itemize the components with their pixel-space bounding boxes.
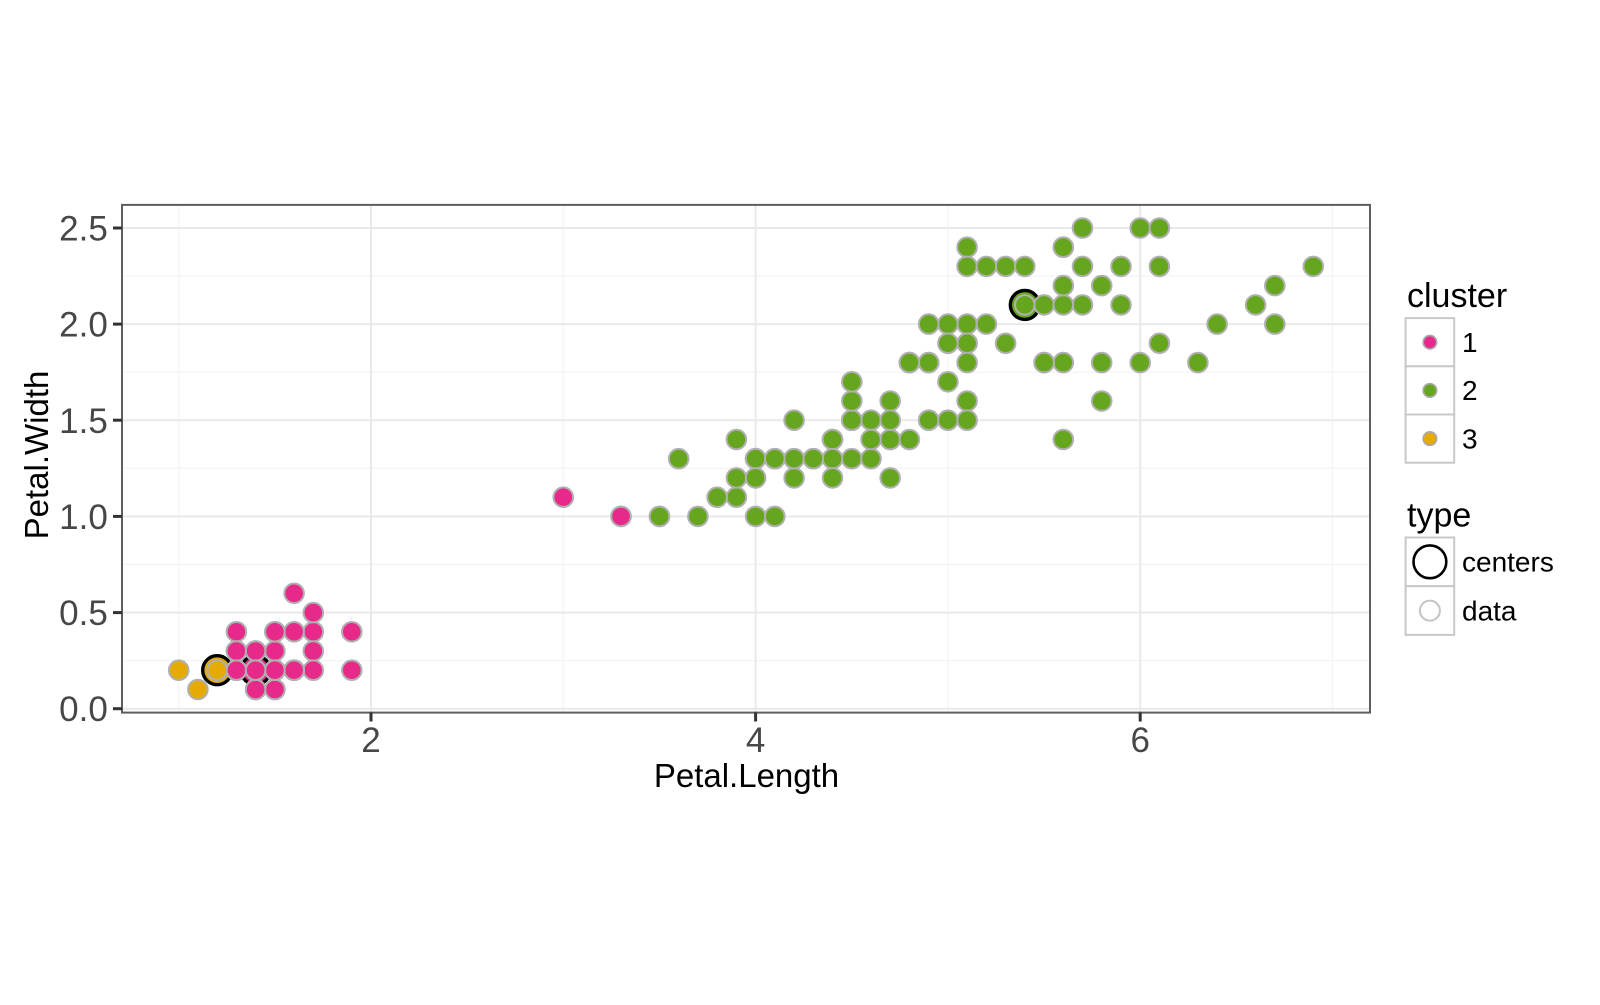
svg-text:type: type	[1407, 497, 1471, 535]
svg-text:Petal.Length: Petal.Length	[654, 757, 839, 794]
svg-text:2: 2	[361, 721, 380, 760]
svg-text:2.0: 2.0	[59, 306, 108, 345]
svg-text:4: 4	[746, 721, 765, 760]
svg-text:1.5: 1.5	[59, 402, 108, 441]
svg-text:6: 6	[1130, 721, 1149, 760]
svg-text:centers: centers	[1462, 547, 1554, 578]
svg-text:data: data	[1462, 595, 1517, 626]
svg-text:2.5: 2.5	[59, 210, 108, 249]
svg-text:0.5: 0.5	[59, 594, 108, 633]
svg-text:3: 3	[1462, 423, 1478, 454]
svg-text:0.0: 0.0	[59, 690, 108, 729]
svg-text:1.0: 1.0	[59, 498, 108, 537]
svg-text:Petal.Width: Petal.Width	[18, 371, 55, 540]
svg-text:1: 1	[1462, 327, 1478, 358]
svg-text:2: 2	[1462, 375, 1478, 406]
svg-text:cluster: cluster	[1407, 277, 1507, 315]
